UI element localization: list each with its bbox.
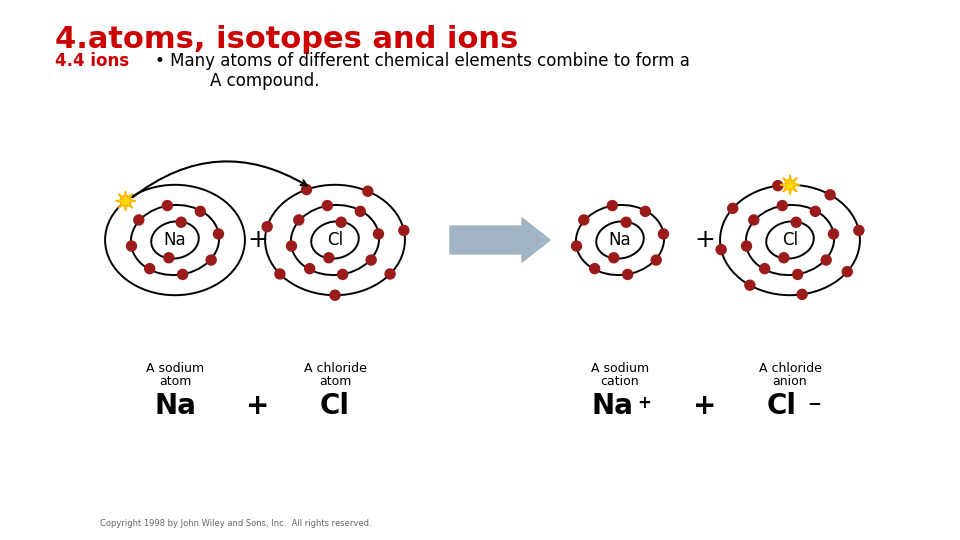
FancyArrow shape <box>450 218 550 262</box>
Text: Cl: Cl <box>320 392 350 420</box>
Text: −: − <box>807 394 821 412</box>
Circle shape <box>324 253 334 263</box>
Text: anion: anion <box>773 375 807 388</box>
Circle shape <box>121 196 131 206</box>
Circle shape <box>336 217 347 227</box>
Text: A sodium: A sodium <box>591 362 649 375</box>
Circle shape <box>791 217 802 227</box>
Circle shape <box>793 269 803 279</box>
Text: 4.4 ions: 4.4 ions <box>55 52 130 70</box>
Text: • Many atoms of different chemical elements combine to form a: • Many atoms of different chemical eleme… <box>155 52 690 70</box>
Circle shape <box>330 290 340 300</box>
Circle shape <box>301 185 312 194</box>
Circle shape <box>177 217 186 227</box>
Circle shape <box>842 267 852 276</box>
Text: +: + <box>247 392 270 420</box>
Text: +: + <box>248 228 269 252</box>
Circle shape <box>589 264 600 274</box>
Circle shape <box>385 269 396 279</box>
Text: atom: atom <box>158 375 191 388</box>
Text: Na: Na <box>609 231 632 249</box>
Text: Na: Na <box>164 231 186 249</box>
Text: 4.atoms, isotopes and ions: 4.atoms, isotopes and ions <box>55 25 518 54</box>
Text: A sodium: A sodium <box>146 362 204 375</box>
Text: atom: atom <box>319 375 351 388</box>
Circle shape <box>195 206 205 217</box>
Circle shape <box>828 229 838 239</box>
Text: +: + <box>693 392 717 420</box>
Circle shape <box>853 225 864 235</box>
Circle shape <box>640 206 650 217</box>
Circle shape <box>797 289 807 299</box>
Circle shape <box>779 253 789 263</box>
Text: Cl: Cl <box>327 231 343 249</box>
Polygon shape <box>115 191 135 211</box>
Circle shape <box>178 269 187 279</box>
Circle shape <box>164 253 174 263</box>
Circle shape <box>825 190 835 200</box>
Circle shape <box>609 253 619 263</box>
Circle shape <box>275 269 285 279</box>
Circle shape <box>363 186 372 196</box>
Text: A chloride: A chloride <box>758 362 822 375</box>
Circle shape <box>749 215 758 225</box>
Circle shape <box>571 241 582 251</box>
Circle shape <box>579 215 588 225</box>
Circle shape <box>773 181 782 191</box>
Circle shape <box>304 264 315 274</box>
Text: A chloride: A chloride <box>303 362 367 375</box>
Circle shape <box>778 200 787 211</box>
Circle shape <box>821 255 831 265</box>
Text: +: + <box>695 228 715 252</box>
Circle shape <box>338 269 348 279</box>
Circle shape <box>127 241 136 251</box>
Circle shape <box>262 221 272 232</box>
Circle shape <box>741 241 752 251</box>
Circle shape <box>213 229 224 239</box>
Circle shape <box>623 269 633 279</box>
Circle shape <box>286 241 297 251</box>
Text: cation: cation <box>601 375 639 388</box>
Circle shape <box>162 200 173 211</box>
Circle shape <box>745 280 755 290</box>
Text: +: + <box>637 394 651 412</box>
Text: Na: Na <box>154 392 196 420</box>
Circle shape <box>728 204 737 213</box>
Circle shape <box>133 215 144 225</box>
Circle shape <box>355 206 366 217</box>
Circle shape <box>294 215 303 225</box>
Circle shape <box>398 225 409 235</box>
Circle shape <box>373 229 383 239</box>
Circle shape <box>366 255 376 265</box>
Text: Copyright 1998 by John Wiley and Sons, Inc.  All rights reserved.: Copyright 1998 by John Wiley and Sons, I… <box>100 519 372 528</box>
Circle shape <box>206 255 216 265</box>
Circle shape <box>651 255 661 265</box>
Text: A compound.: A compound. <box>210 72 320 90</box>
Circle shape <box>608 200 617 211</box>
Circle shape <box>621 217 631 227</box>
Circle shape <box>716 245 726 254</box>
Circle shape <box>810 206 821 217</box>
Text: Cl: Cl <box>782 231 798 249</box>
Polygon shape <box>780 175 800 195</box>
Text: Na: Na <box>591 392 633 420</box>
Circle shape <box>145 264 155 274</box>
Circle shape <box>323 200 332 211</box>
Circle shape <box>659 229 668 239</box>
Text: Cl: Cl <box>767 392 797 420</box>
Circle shape <box>759 264 770 274</box>
